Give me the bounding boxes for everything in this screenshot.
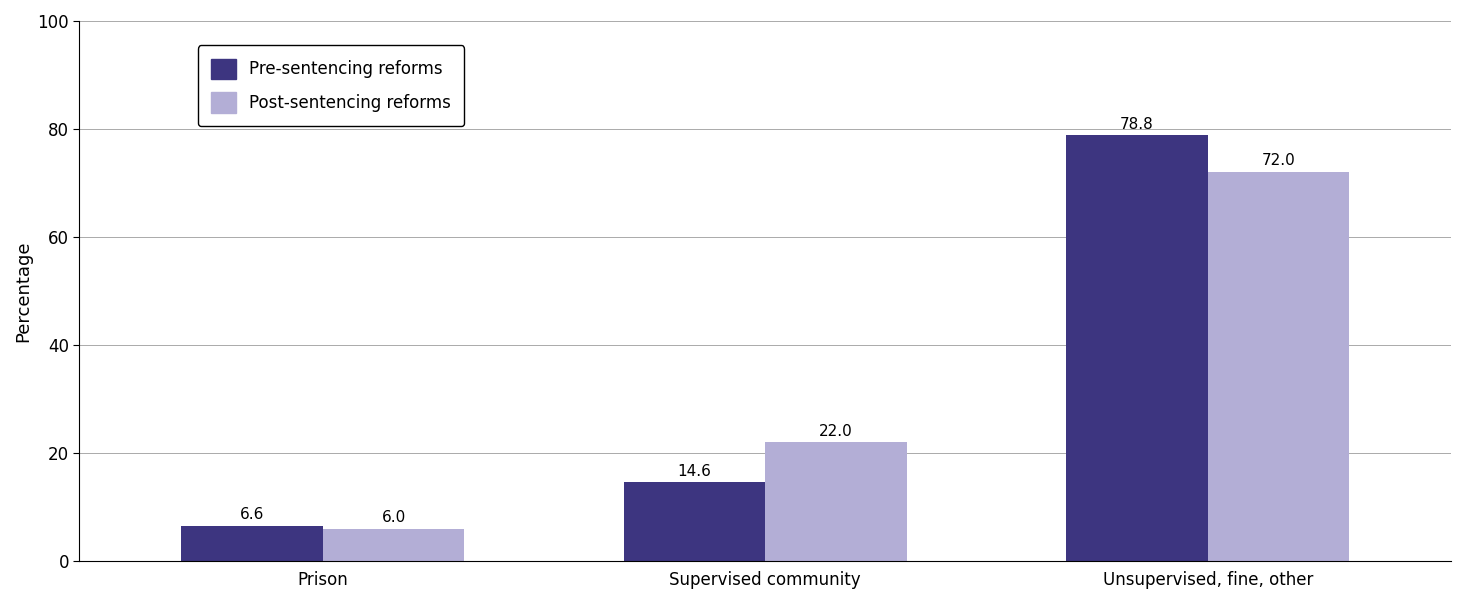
Text: 14.6: 14.6 bbox=[678, 464, 712, 479]
Bar bbox=[765, 443, 907, 561]
Bar bbox=[1067, 136, 1207, 561]
Bar bbox=[322, 529, 464, 561]
Text: 78.8: 78.8 bbox=[1121, 117, 1154, 131]
Bar bbox=[182, 526, 322, 561]
Y-axis label: Percentage: Percentage bbox=[13, 241, 32, 342]
Bar bbox=[624, 482, 765, 561]
Text: 6.6: 6.6 bbox=[240, 507, 264, 522]
Text: 72.0: 72.0 bbox=[1261, 153, 1295, 168]
Text: 22.0: 22.0 bbox=[819, 424, 853, 439]
Text: 6.0: 6.0 bbox=[381, 510, 406, 525]
Legend: Pre-sentencing reforms, Post-sentencing reforms: Pre-sentencing reforms, Post-sentencing … bbox=[198, 45, 464, 126]
Bar bbox=[1207, 172, 1349, 561]
